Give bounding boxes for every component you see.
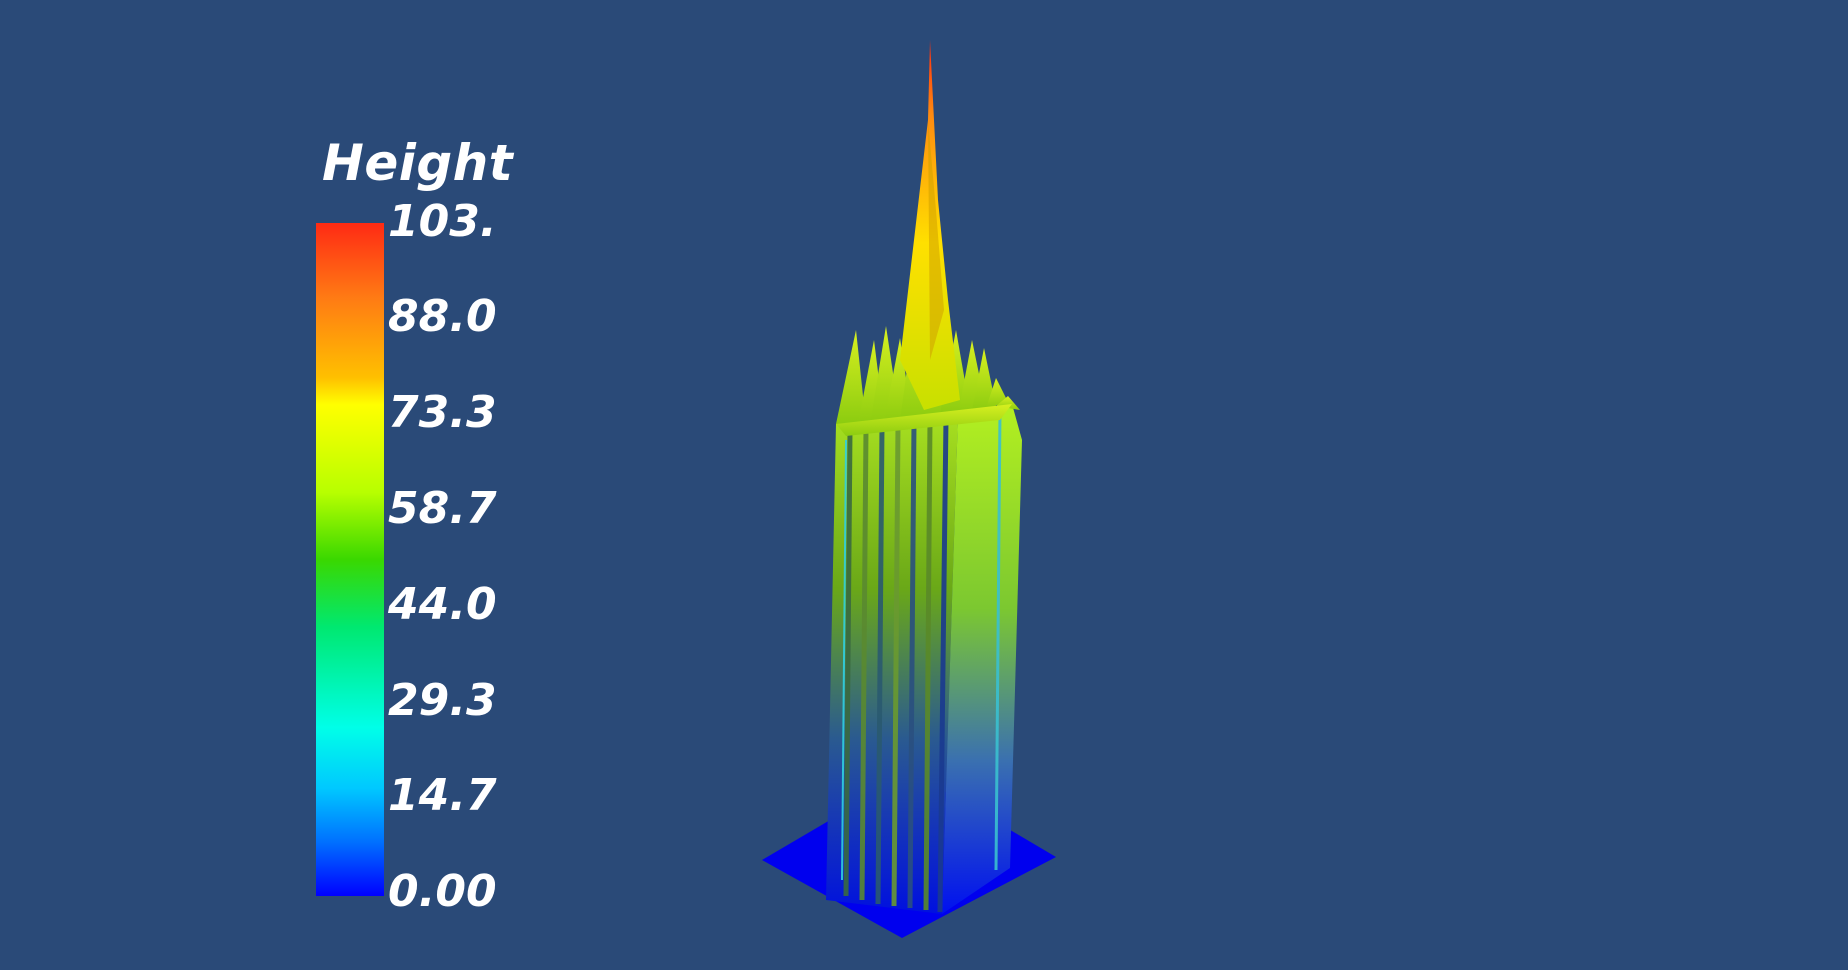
legend-tick-label: 103. [388, 196, 497, 247]
legend-tick-label: 73.3 [388, 387, 497, 438]
legend-tick-label: 0.00 [388, 866, 497, 917]
surface-ribs [841, 409, 1002, 913]
legend-tick-label: 88.0 [388, 291, 497, 342]
legend-tick-label: 58.7 [388, 483, 497, 534]
color-scale-bar [316, 223, 384, 896]
legend-title: Height [322, 134, 514, 192]
legend-tick-label: 29.3 [388, 675, 497, 726]
surface-peak-shadow [928, 120, 944, 360]
legend-tick-label: 14.7 [388, 770, 497, 821]
legend-tick-label: 44.0 [388, 579, 497, 630]
surface-shaft-right [942, 404, 1022, 914]
